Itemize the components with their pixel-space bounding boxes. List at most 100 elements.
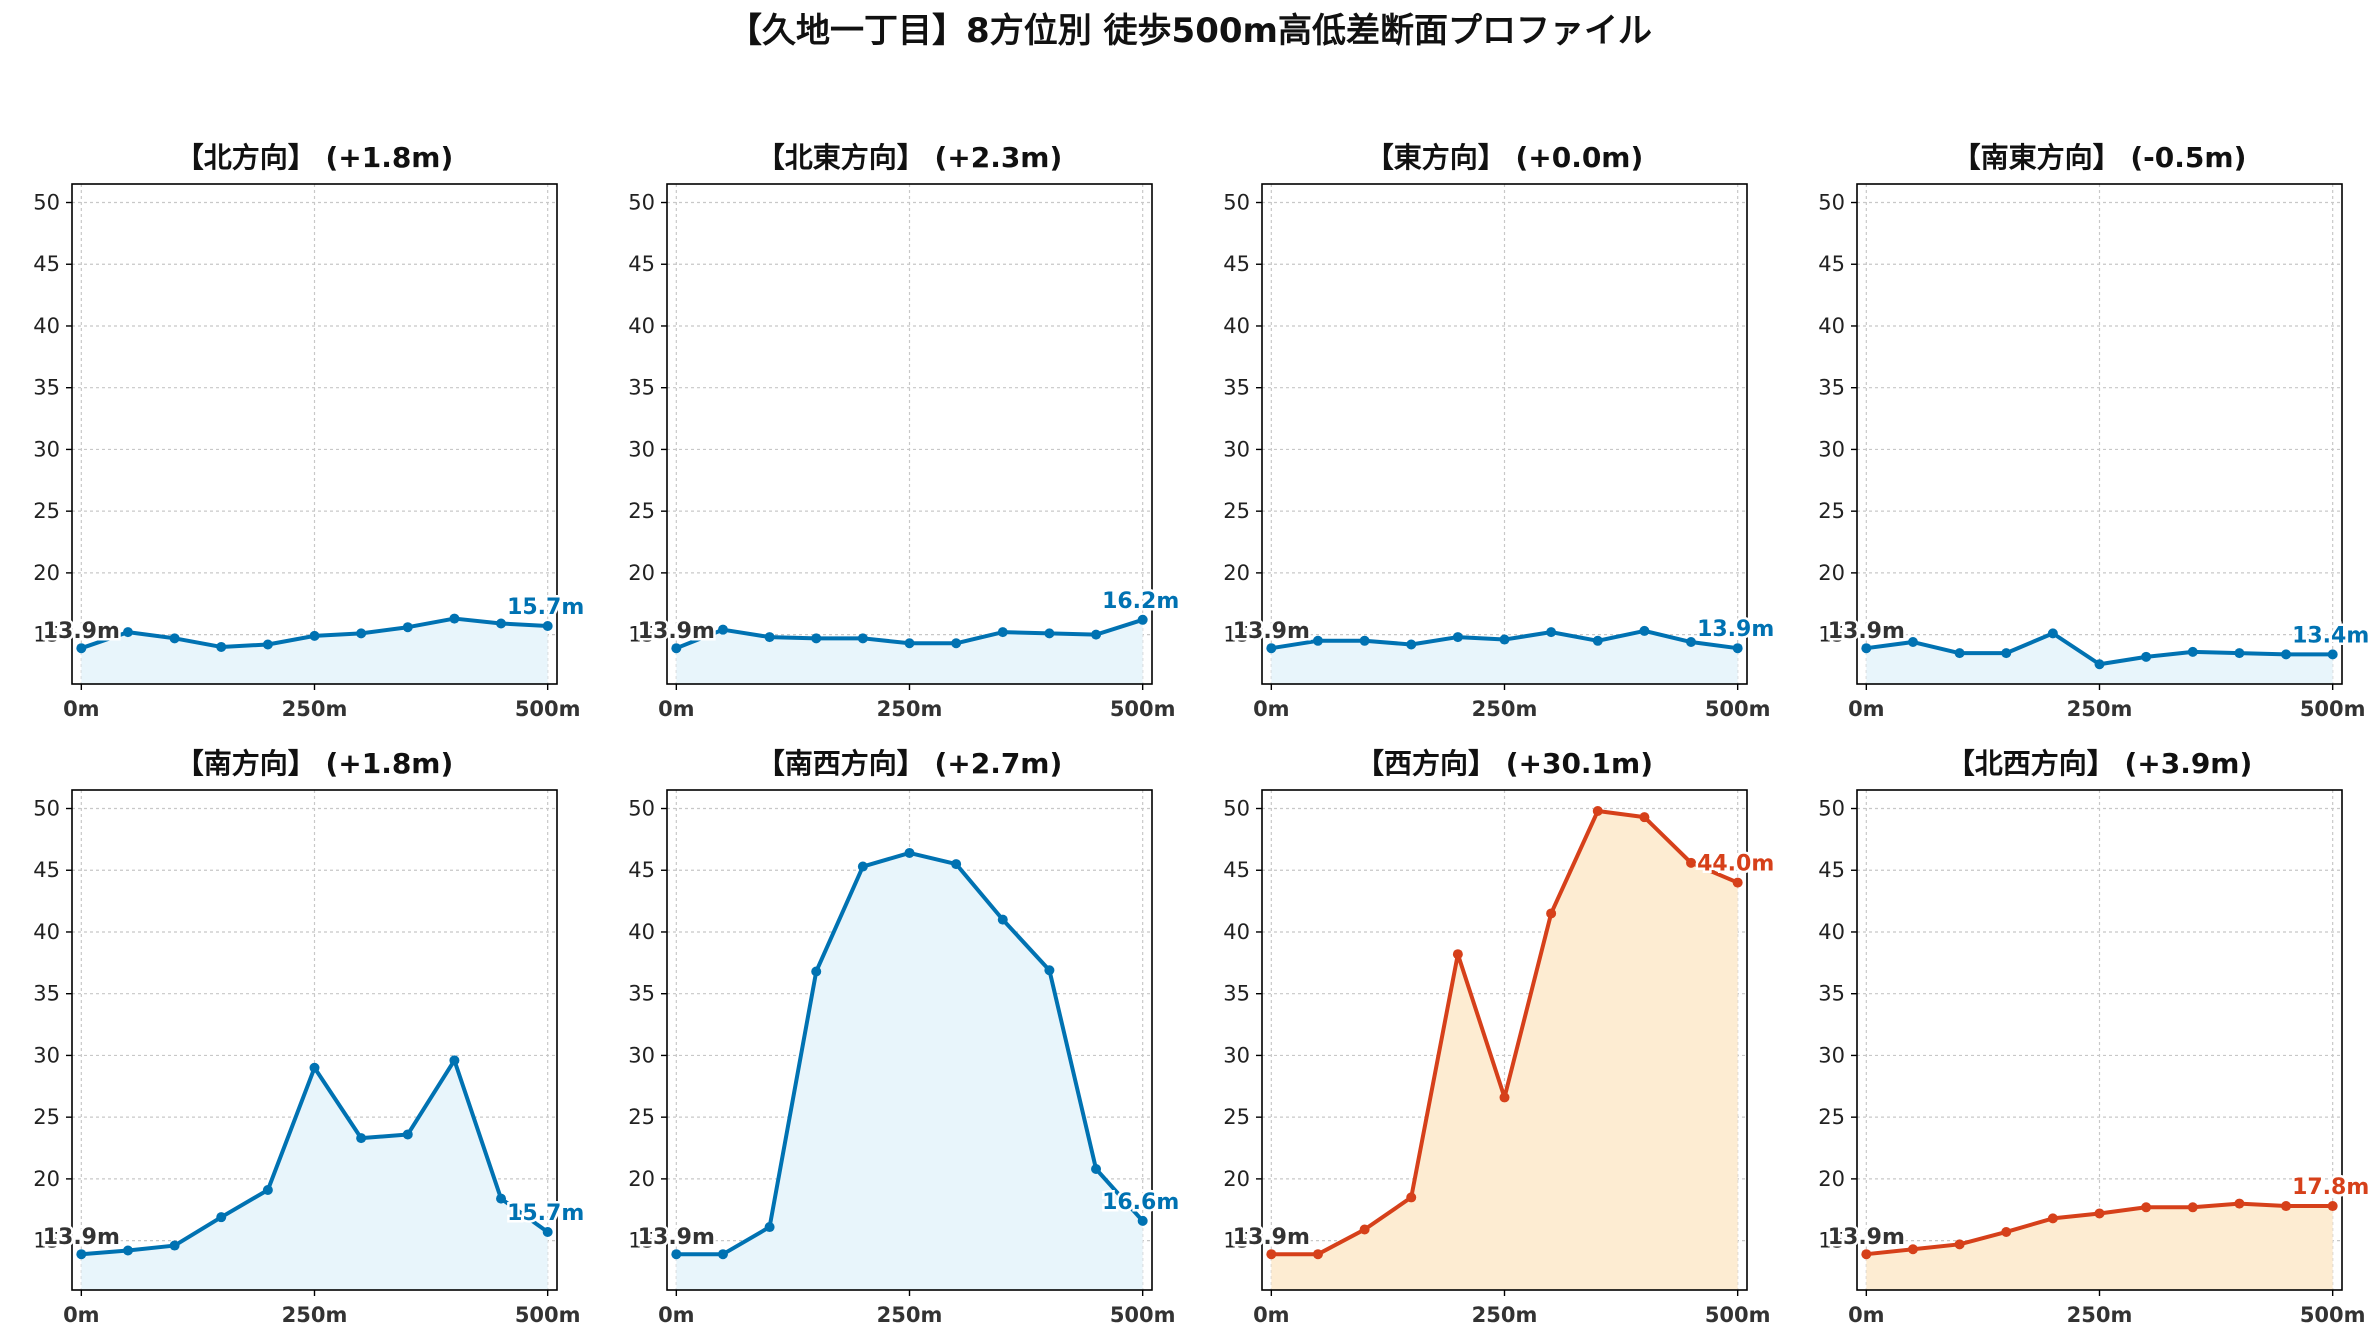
data-point — [1732, 877, 1743, 888]
data-point — [764, 1222, 775, 1233]
start-elevation-label: 13.9m — [1828, 619, 1905, 644]
y-tick-label: 35 — [1223, 982, 1250, 1006]
y-tick-label: 15 — [1223, 623, 1250, 647]
area-fill — [81, 618, 548, 684]
data-point — [2327, 649, 2338, 660]
data-point — [122, 1245, 133, 1256]
y-tick-label: 30 — [33, 437, 60, 461]
y-tick-label: 35 — [628, 376, 655, 400]
data-point — [1091, 1164, 1102, 1175]
y-tick-label: 40 — [33, 920, 60, 944]
y-tick-label: 20 — [628, 1167, 655, 1191]
start-elevation-label: 13.9m — [638, 619, 715, 644]
data-point — [951, 859, 962, 870]
data-point — [857, 633, 868, 644]
y-tick-label: 40 — [1223, 314, 1250, 338]
x-tick-label: 250m — [1472, 1303, 1538, 1327]
y-tick-label: 50 — [33, 191, 60, 215]
y-tick-label: 20 — [33, 561, 60, 585]
data-point — [1044, 965, 1055, 976]
data-point — [76, 643, 87, 654]
subplot-title: 【南方向】 (+1.8m) — [176, 747, 454, 780]
y-tick-label: 25 — [628, 1105, 655, 1129]
end-elevation-label: 15.7m — [507, 595, 584, 620]
x-tick-label: 0m — [1848, 697, 1885, 721]
x-tick-label: 500m — [1705, 697, 1771, 721]
x-tick-label: 500m — [1705, 1303, 1771, 1327]
data-point — [402, 622, 413, 633]
x-tick-label: 0m — [63, 1303, 100, 1327]
data-point — [216, 641, 227, 652]
data-point — [997, 627, 1008, 638]
y-tick-label: 30 — [1223, 437, 1250, 461]
subplot-title: 【西方向】 (+30.1m) — [1356, 747, 1653, 780]
x-tick-label: 0m — [1253, 1303, 1290, 1327]
data-point — [717, 624, 728, 635]
data-point — [1686, 637, 1697, 648]
data-point — [671, 1249, 682, 1260]
end-elevation-label: 13.4m — [2292, 623, 2369, 648]
data-point — [262, 1185, 273, 1195]
data-point — [2281, 649, 2292, 660]
data-point — [1044, 628, 1055, 639]
y-tick-label: 15 — [33, 1229, 60, 1253]
y-tick-label: 45 — [33, 858, 60, 882]
end-elevation-label: 16.6m — [1102, 1190, 1179, 1215]
data-point — [356, 1133, 367, 1144]
x-tick-label: 500m — [2300, 1303, 2366, 1327]
x-tick-label: 250m — [282, 1303, 348, 1327]
y-tick-label: 30 — [1223, 1043, 1250, 1067]
end-elevation-label: 15.7m — [507, 1201, 584, 1226]
y-tick-label: 50 — [1818, 797, 1845, 821]
data-point — [1406, 639, 1417, 650]
data-point — [122, 627, 133, 638]
data-point — [1639, 812, 1650, 823]
start-elevation-label: 13.9m — [43, 1225, 120, 1250]
data-point — [1686, 857, 1697, 868]
area-fill — [676, 852, 1143, 1290]
figure-title: 【久地一丁目】8方位別 徒歩500m高低差断面プロファイル — [728, 11, 1652, 51]
y-tick-label: 30 — [628, 1043, 655, 1067]
y-tick-label: 15 — [1223, 1229, 1250, 1253]
data-point — [1639, 625, 1650, 636]
y-tick-label: 20 — [33, 1167, 60, 1191]
data-point — [1359, 1224, 1370, 1235]
data-point — [449, 613, 460, 624]
y-tick-label: 50 — [1223, 797, 1250, 821]
data-point — [2187, 1202, 2198, 1213]
data-point — [1406, 1192, 1417, 1203]
y-tick-label: 50 — [1818, 191, 1845, 215]
y-tick-label: 25 — [628, 499, 655, 523]
y-tick-label: 30 — [1818, 1043, 1845, 1067]
data-point — [1861, 643, 1872, 654]
data-point — [2281, 1201, 2292, 1212]
y-tick-label: 50 — [1223, 191, 1250, 215]
start-elevation-label: 13.9m — [1828, 1225, 1905, 1250]
start-elevation-label: 13.9m — [43, 619, 120, 644]
y-tick-label: 50 — [628, 191, 655, 215]
end-elevation-label: 17.8m — [2292, 1175, 2369, 1200]
data-point — [1954, 1239, 1965, 1250]
y-tick-label: 40 — [33, 314, 60, 338]
y-tick-label: 25 — [1818, 1105, 1845, 1129]
x-tick-label: 250m — [877, 1303, 943, 1327]
subplot-title: 【北方向】 (+1.8m) — [176, 141, 454, 174]
data-point — [2094, 659, 2105, 670]
y-tick-label: 20 — [1223, 561, 1250, 585]
data-point — [951, 638, 962, 649]
y-tick-label: 45 — [1818, 858, 1845, 882]
data-point — [1452, 632, 1463, 643]
x-tick-label: 0m — [1253, 697, 1290, 721]
y-tick-label: 45 — [1223, 252, 1250, 276]
y-tick-label: 35 — [1223, 376, 1250, 400]
area-fill — [1271, 810, 1738, 1290]
data-point — [671, 643, 682, 654]
end-elevation-label: 44.0m — [1697, 852, 1774, 877]
x-tick-label: 0m — [1848, 1303, 1885, 1327]
y-tick-label: 20 — [628, 561, 655, 585]
